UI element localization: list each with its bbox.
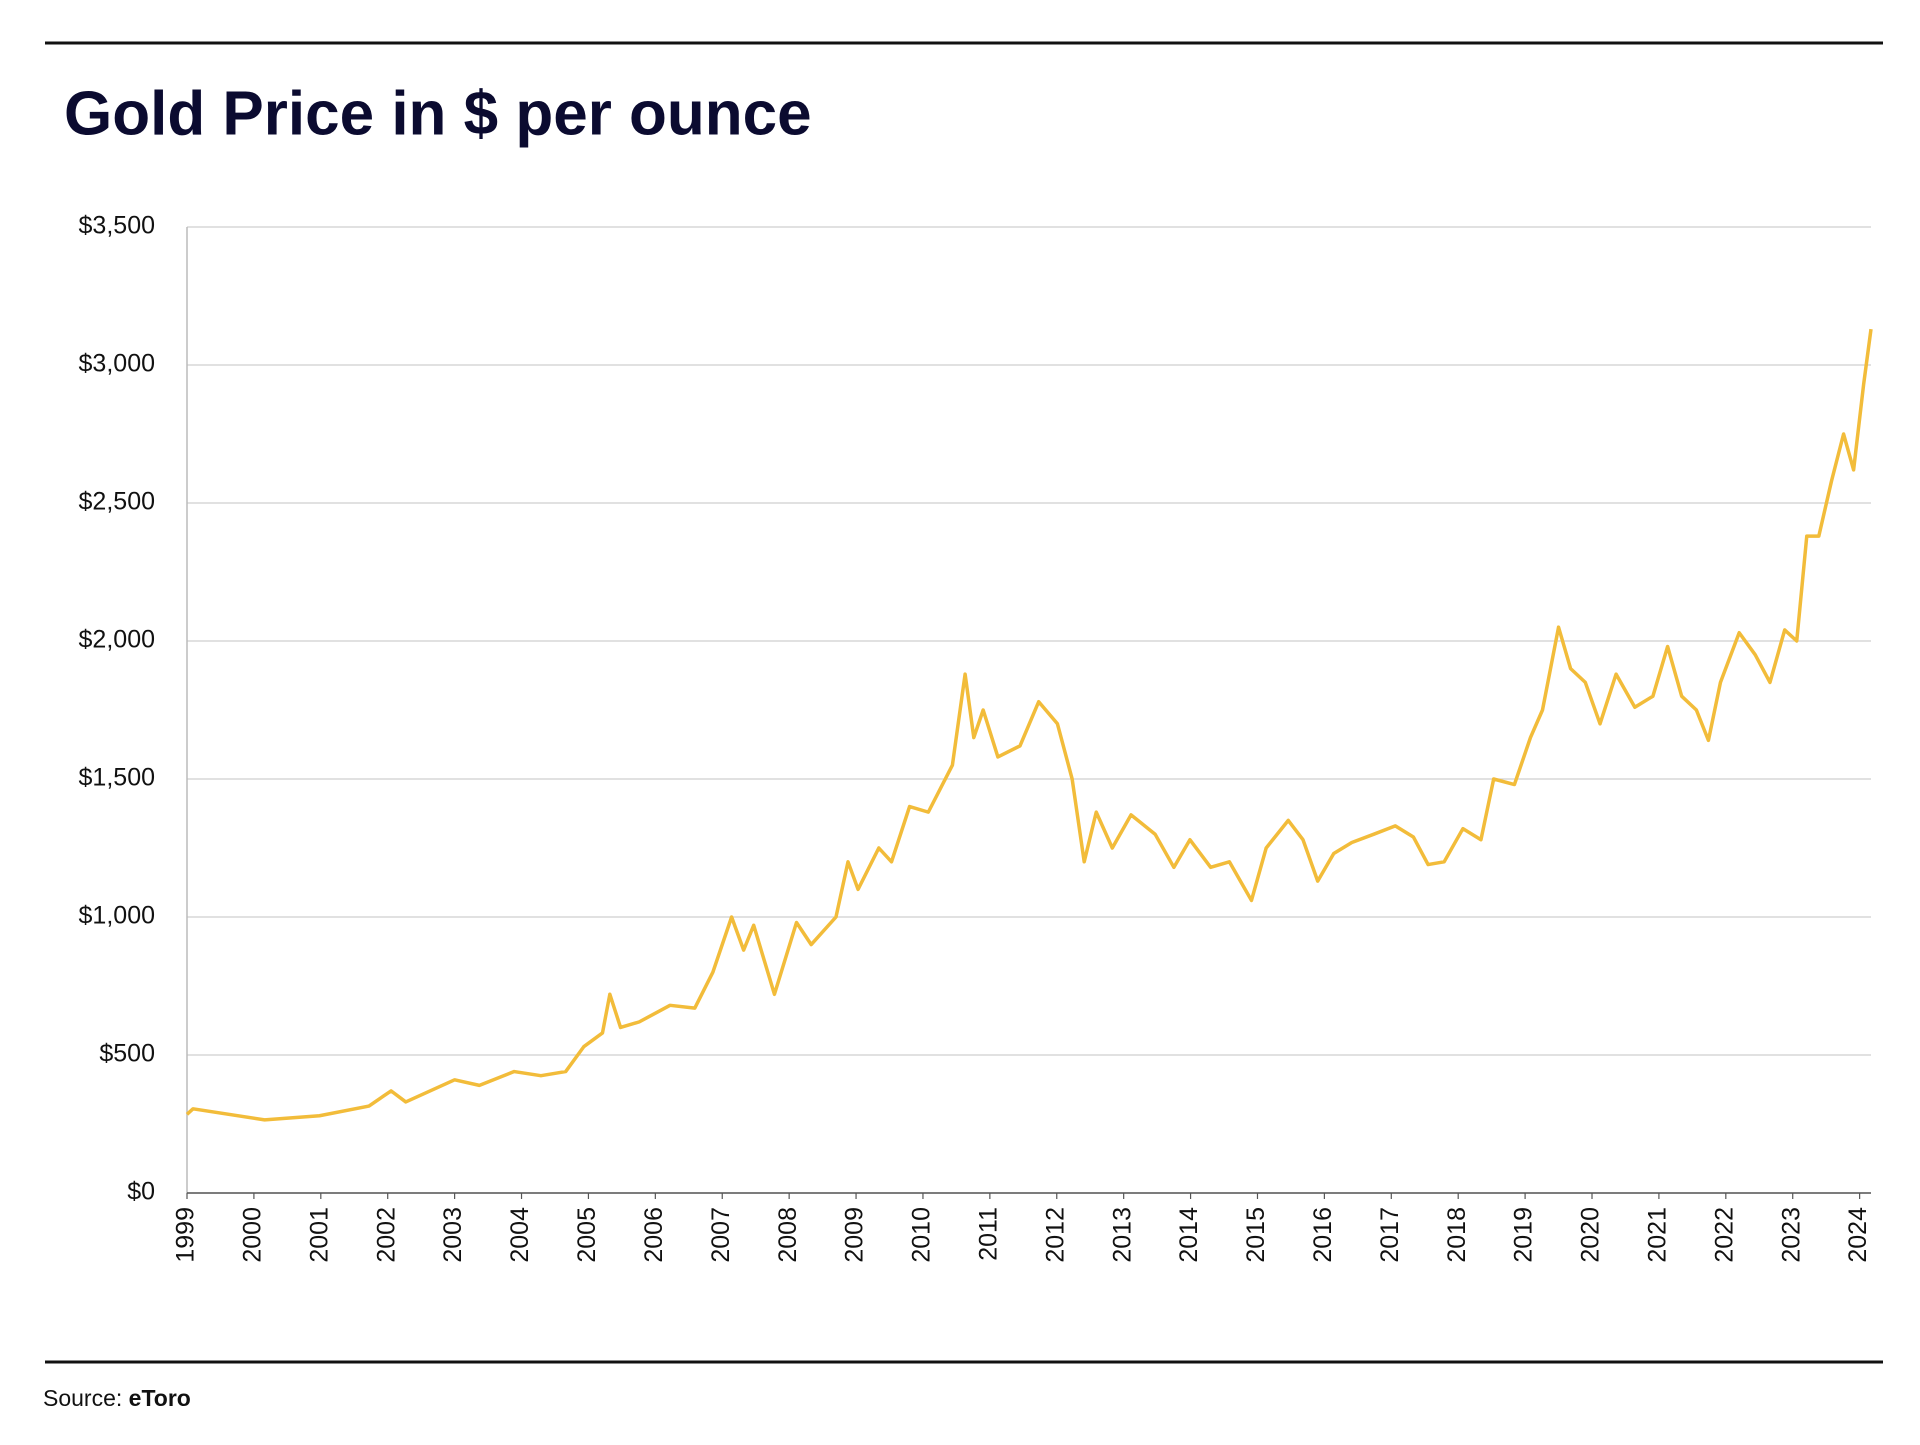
y-tick-label: $1,000 — [79, 902, 155, 930]
x-tick-label: 2019 — [1510, 1207, 1538, 1263]
x-tick-label: 2016 — [1309, 1207, 1337, 1263]
x-tick-label: 2023 — [1777, 1207, 1805, 1263]
x-tick-label: 1999 — [172, 1207, 200, 1263]
y-tick-label: $1,500 — [79, 764, 155, 792]
x-tick-label: 2005 — [573, 1207, 601, 1263]
x-tick-label: 2020 — [1577, 1207, 1605, 1263]
x-tick-label: 2014 — [1175, 1207, 1203, 1263]
x-tick-label: 2018 — [1443, 1207, 1471, 1263]
x-tick-label: 2010 — [908, 1207, 936, 1263]
chart-title: Gold Price in $ per ounce — [64, 79, 812, 148]
x-tick-label: 2009 — [841, 1207, 869, 1263]
source-label: Source: — [43, 1385, 122, 1411]
x-tick-label: 2024 — [1844, 1207, 1872, 1263]
x-tick-label: 2001 — [305, 1207, 333, 1263]
x-tick-label: 2006 — [640, 1207, 668, 1263]
x-tick-label: 2017 — [1376, 1207, 1404, 1263]
source-note: Source: eToro — [43, 1385, 191, 1411]
x-tick-label: 2008 — [774, 1207, 802, 1263]
y-tick-label: $2,000 — [79, 626, 155, 654]
x-tick-label: 2013 — [1108, 1207, 1136, 1263]
price-line — [185, 328, 1873, 1122]
x-tick-label: 2003 — [439, 1207, 467, 1263]
y-tick-label: $500 — [99, 1040, 155, 1068]
x-tick-label: 2022 — [1710, 1207, 1738, 1263]
y-tick-label: $0 — [127, 1178, 155, 1206]
plot-area: $0 $500 $1,000 $1,500 $2,000 $2,500 $3,000 $3,5… — [79, 212, 1873, 1263]
x-tick-label: 2021 — [1644, 1207, 1672, 1263]
y-tick-label: $2,500 — [79, 488, 155, 516]
x-tick-label: 2000 — [239, 1207, 267, 1263]
x-tick-label: 2007 — [707, 1207, 735, 1263]
x-tick-label: 2012 — [1041, 1207, 1069, 1263]
y-tick-label: $3,500 — [79, 212, 155, 240]
source-name: eToro — [129, 1385, 191, 1411]
y-tick-label: $3,000 — [79, 350, 155, 378]
x-tick-label: 2015 — [1242, 1207, 1270, 1263]
x-tick-label: 2004 — [506, 1207, 534, 1263]
x-tick-label: 2011 — [974, 1207, 1002, 1261]
x-tick-label: 2002 — [372, 1207, 400, 1263]
